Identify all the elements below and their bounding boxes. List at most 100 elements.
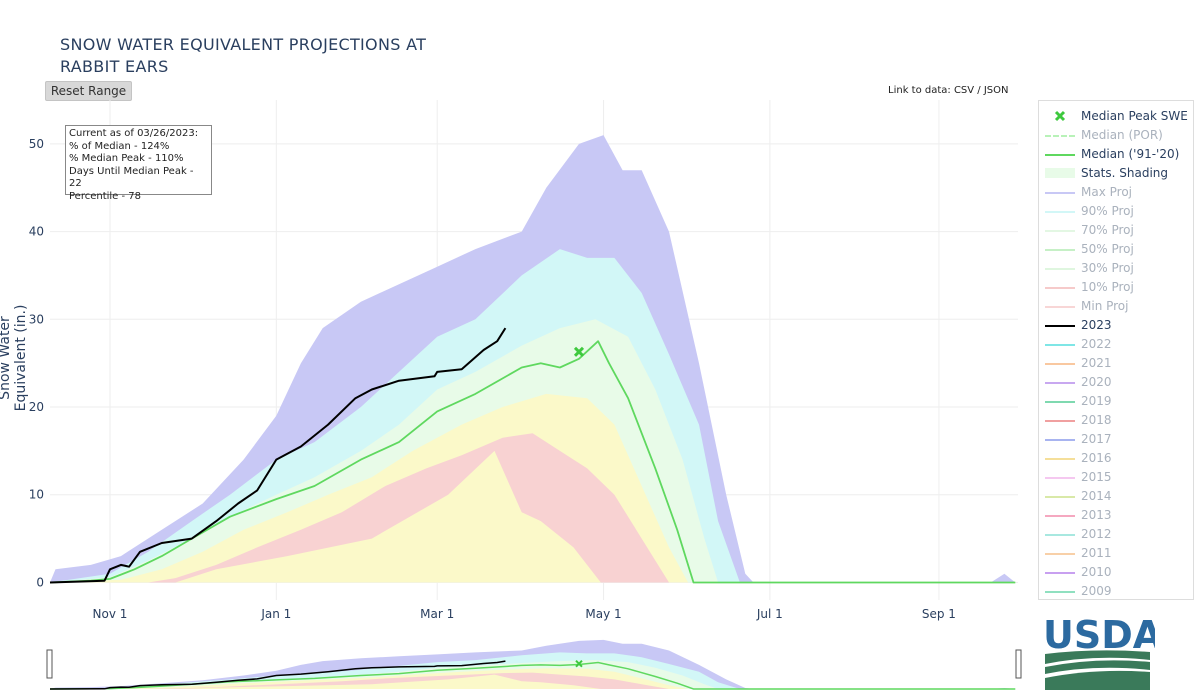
x-tick-label: Jul 1: [756, 607, 783, 621]
legend-label: 2021: [1081, 356, 1112, 370]
legend-label: 2022: [1081, 337, 1112, 351]
legend-swatch: [1045, 363, 1075, 365]
mini-peak-marker: [575, 659, 583, 668]
legend-label: 10% Proj: [1081, 280, 1134, 294]
chart-title-line2: RABBIT EARS: [60, 57, 169, 76]
legend-item-90-proj[interactable]: 90% Proj: [1045, 202, 1193, 221]
legend-swatch: [1045, 515, 1075, 517]
legend-swatch: [1045, 168, 1075, 178]
legend-swatch: [1045, 135, 1075, 137]
legend-item-median-por[interactable]: Median (POR): [1045, 126, 1193, 145]
y-tick-label: 40: [29, 225, 44, 239]
x-tick-label: Mar 1: [420, 607, 454, 621]
legend-item-2016[interactable]: 2016: [1045, 449, 1193, 468]
legend-item-2020[interactable]: 2020: [1045, 373, 1193, 392]
range-handle-right[interactable]: [1015, 649, 1022, 679]
legend-swatch: [1045, 230, 1075, 232]
legend-item-2009[interactable]: 2009: [1045, 582, 1193, 601]
series-line-2023: [49, 327, 507, 584]
mini-series-2023: [49, 660, 506, 690]
legend-item-median-91-20[interactable]: Median ('91-'20): [1045, 145, 1193, 164]
usda-logo-text: USDA: [1043, 613, 1155, 657]
legend-swatch: [1045, 306, 1075, 308]
legend-item-2014[interactable]: 2014: [1045, 487, 1193, 506]
legend-label: Median Peak SWE: [1081, 109, 1188, 123]
legend-swatch: [1045, 325, 1075, 327]
legend-label: 2010: [1081, 565, 1112, 579]
legend-swatch: [1045, 344, 1075, 346]
legend-swatch: [1045, 211, 1075, 213]
y-tick-label: 50: [29, 137, 44, 151]
legend-item-2023[interactable]: 2023: [1045, 316, 1193, 335]
reset-range-button[interactable]: Reset Range: [45, 81, 132, 101]
legend-item-2012[interactable]: 2012: [1045, 525, 1193, 544]
legend-item-2011[interactable]: 2011: [1045, 544, 1193, 563]
legend-item-50-proj[interactable]: 50% Proj: [1045, 240, 1193, 259]
legend-label: Max Proj: [1081, 185, 1132, 199]
legend-item-2018[interactable]: 2018: [1045, 411, 1193, 430]
y-tick-label: 10: [29, 488, 44, 502]
legend-label: Median (POR): [1081, 128, 1163, 142]
band-10-proj: [148, 433, 669, 583]
legend-swatch: [1045, 420, 1075, 422]
legend-item-2022[interactable]: 2022: [1045, 335, 1193, 354]
legend-swatch: [1045, 496, 1075, 498]
axis-layer: 0 10 20 30 40 50 Nov 1 Jan 1 Mar 1 May 1 Jul 1 Sep …: [29, 137, 956, 621]
data-link: Link to data: CSV / JSON: [888, 85, 1009, 96]
csv-link[interactable]: CSV: [953, 85, 975, 96]
legend-label: 2011: [1081, 546, 1112, 560]
legend-item-10-proj[interactable]: 10% Proj: [1045, 278, 1193, 297]
legend-label: Median ('91-'20): [1081, 147, 1180, 161]
legend-item-2015[interactable]: 2015: [1045, 468, 1193, 487]
range-slider[interactable]: [46, 639, 1022, 690]
legend-swatch: [1045, 382, 1075, 384]
legend-swatch: [1045, 458, 1075, 460]
legend-item-2017[interactable]: 2017: [1045, 430, 1193, 449]
data-link-prefix: Link to data:: [888, 85, 954, 96]
legend-swatch: [1045, 287, 1075, 289]
current-status-box: Current as of 03/26/2023: % of Median - …: [65, 125, 212, 202]
legend-item-2010[interactable]: 2010: [1045, 563, 1193, 582]
status-pct-median-peak: % Median Peak - 110%: [69, 153, 184, 164]
legend-label: 2016: [1081, 451, 1112, 465]
legend-item-30-proj[interactable]: 30% Proj: [1045, 259, 1193, 278]
range-handle-left[interactable]: [46, 649, 53, 679]
band-layer: [50, 135, 1016, 583]
legend-swatch: [1045, 268, 1075, 270]
legend-swatch: [1045, 591, 1075, 593]
median-peak-marker: [573, 346, 585, 357]
legend-swatch: [1045, 534, 1075, 536]
legend-item-max-proj[interactable]: Max Proj: [1045, 183, 1193, 202]
legend-label: 2015: [1081, 470, 1112, 484]
legend-item-2013[interactable]: 2013: [1045, 506, 1193, 525]
legend-item-2019[interactable]: 2019: [1045, 392, 1193, 411]
status-date: Current as of 03/26/2023:: [69, 128, 199, 139]
y-tick-label: 30: [29, 312, 44, 326]
legend-item-stats-shading[interactable]: Stats. Shading: [1045, 164, 1193, 183]
legend-item-min-proj[interactable]: Min Proj: [1045, 297, 1193, 316]
legend-label: 2017: [1081, 432, 1112, 446]
legend-swatch: [1045, 439, 1075, 441]
x-tick-label: Nov 1: [93, 607, 128, 621]
legend-label: 2023: [1081, 318, 1112, 332]
chart-legend: Median Peak SWE Median (POR) Median ('91-'…: [1038, 100, 1194, 600]
legend-item-70-proj[interactable]: 70% Proj: [1045, 221, 1193, 240]
y-tick-label: 0: [36, 575, 44, 589]
legend-item-2021[interactable]: 2021: [1045, 354, 1193, 373]
status-percentile: Percentile - 78: [69, 190, 142, 202]
legend-label: 70% Proj: [1081, 223, 1134, 237]
legend-item-median-peak-swe[interactable]: Median Peak SWE: [1045, 107, 1193, 126]
legend-label: 2013: [1081, 508, 1112, 522]
chart-title: SNOW WATER EQUIVALENT PROJECTIONS AT RAB…: [60, 34, 480, 78]
legend-label: 90% Proj: [1081, 204, 1134, 218]
usda-logo: USDA: [1040, 612, 1163, 692]
chart-title-line1: SNOW WATER EQUIVALENT PROJECTIONS AT: [60, 35, 427, 54]
legend-swatch: [1045, 192, 1075, 194]
mini-series-median-91-20: [49, 661, 1016, 690]
line-layer: [49, 327, 1016, 584]
x-tick-label: Sep 1: [922, 607, 956, 621]
legend-swatch: [1045, 154, 1075, 156]
legend-swatch: [1045, 477, 1075, 479]
json-link[interactable]: JSON: [983, 85, 1009, 96]
